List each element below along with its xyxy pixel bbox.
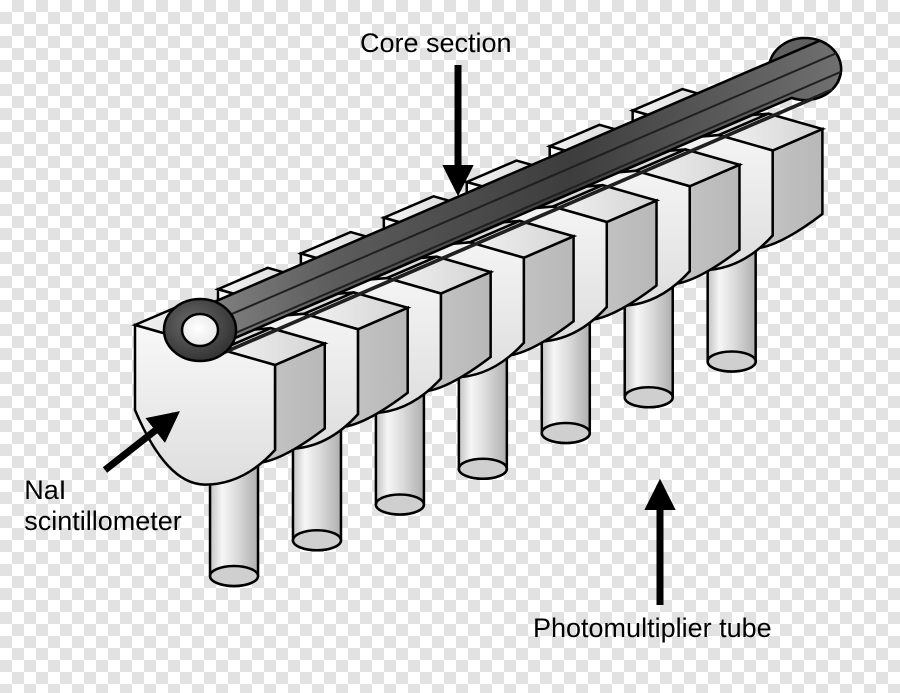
label-photomultiplier-tube: Photomultiplier tube <box>533 613 772 644</box>
diagram-svg <box>0 0 900 693</box>
label-core-section: Core section <box>360 28 512 59</box>
label-nai-scintillometer: NaI scintillometer <box>24 475 182 537</box>
